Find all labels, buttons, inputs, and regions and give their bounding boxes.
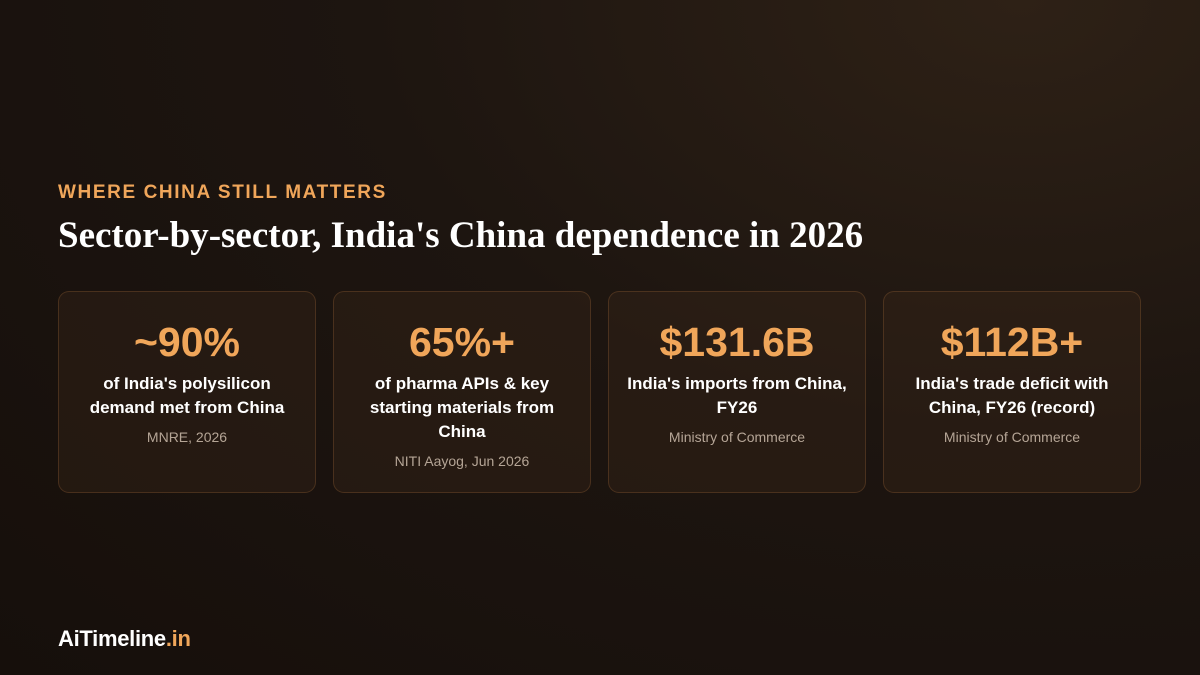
- card-description: India's trade deficit with China, FY26 (…: [915, 374, 1109, 417]
- cards: ~90% of India's polysilicon demand met fr…: [58, 291, 1141, 493]
- eyebrow: WHERE CHINA STILL MATTERS: [58, 182, 387, 203]
- card-source: Ministry of Commerce: [943, 429, 1081, 445]
- card-source: NITI Aayog, Jun 2026: [394, 453, 530, 469]
- stat-card: $131.6B India's imports from China, FY26 M…: [608, 291, 866, 493]
- card-stat: $131.6B: [659, 319, 815, 365]
- stat-card: 65%+ of pharma APIs & key starting materi…: [333, 291, 591, 493]
- stat-card: $112B+ India's trade deficit with China, …: [883, 291, 1141, 493]
- card-stat: ~90%: [133, 319, 240, 365]
- card-source: MNRE, 2026: [146, 429, 228, 445]
- brand-name: AiTimeline: [58, 626, 166, 651]
- brand-suffix: .in: [165, 626, 191, 651]
- card-stat: $112B+: [940, 319, 1084, 365]
- card-description: of pharma APIs & key starting materials …: [369, 374, 555, 441]
- card-source: Ministry of Commerce: [668, 429, 806, 445]
- card-description: of India's polysilicon demand met from C…: [89, 374, 285, 417]
- card-description: India's imports from China, FY26: [627, 374, 847, 417]
- stat-card: ~90% of India's polysilicon demand met fr…: [58, 291, 316, 493]
- title: Sector-by-sector, India's China dependen…: [58, 215, 864, 256]
- brand: AiTimeline.in: [58, 626, 191, 652]
- card-stat: 65%+: [408, 319, 515, 365]
